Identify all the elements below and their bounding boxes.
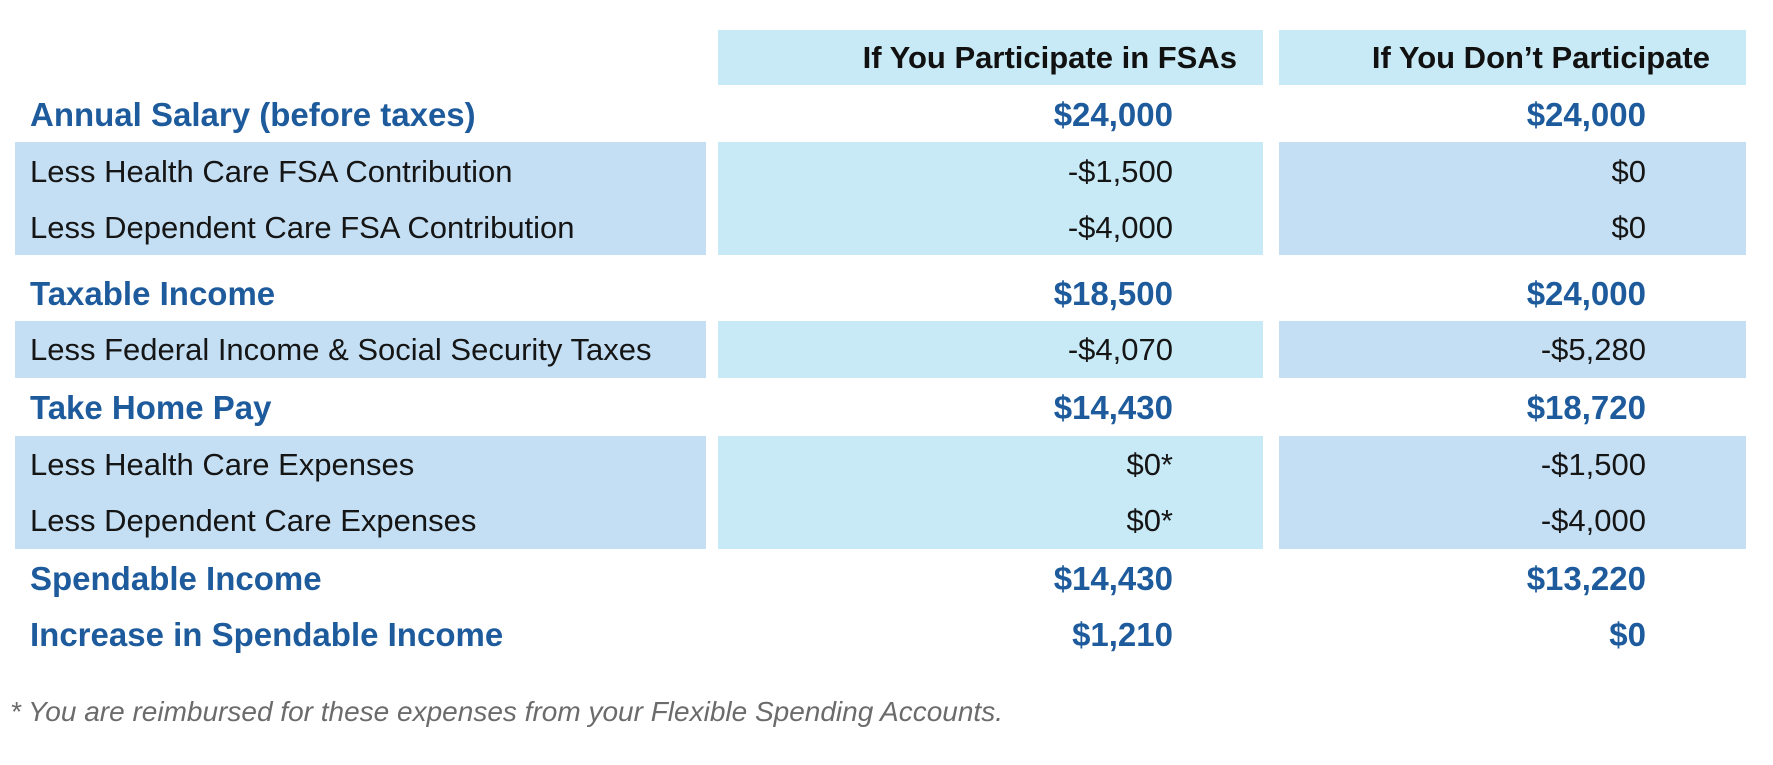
table-row-take-home-pay: Take Home Pay $14,430 $18,720 (0, 380, 1773, 436)
band-participate-segment (718, 436, 1263, 549)
band-dont-participate-segment (1279, 321, 1746, 378)
row-label: Increase in Spendable Income (30, 616, 504, 653)
table-row-spendable-income: Spendable Income $14,430 $13,220 (0, 551, 1773, 607)
table-row-dependent-care-expenses: Less Dependent Care Expenses $0* -$4,000 (0, 493, 1773, 549)
row-label: Less Federal Income & Social Security Ta… (30, 332, 652, 367)
table-row-health-care-expenses: Less Health Care Expenses $0* -$1,500 (0, 437, 1773, 493)
participate-value: $18,500 (1053, 275, 1173, 312)
band-label-segment (15, 142, 706, 255)
row-label: Taxable Income (30, 275, 276, 312)
participate-value: -$4,070 (1067, 332, 1173, 367)
dont-participate-value: $24,000 (1526, 96, 1646, 133)
row-label: Less Dependent Care FSA Contribution (30, 210, 575, 245)
participate-value: $14,430 (1053, 389, 1173, 426)
row-label: Less Health Care Expenses (30, 447, 415, 482)
table-row-annual-salary: Annual Salary (before taxes) $24,000 $24… (0, 87, 1773, 143)
table-row-taxable-income: Taxable Income $18,500 $24,000 (0, 266, 1773, 322)
table-row-dependent-care-fsa-contribution: Less Dependent Care FSA Contribution -$4… (0, 200, 1773, 256)
footnote: * You are reimbursed for these expenses … (10, 696, 1003, 727)
participate-value: $1,210 (1072, 616, 1173, 653)
row-label: Less Dependent Care Expenses (30, 503, 477, 538)
band-dont-participate-segment (1279, 436, 1746, 549)
band-participate-segment (718, 142, 1263, 255)
dont-participate-value: -$5,280 (1540, 332, 1646, 367)
row-label: Take Home Pay (30, 389, 272, 426)
column-header-dont-participate: If You Don’t Participate (1279, 30, 1746, 85)
column-header-participate: If You Participate in FSAs (718, 30, 1263, 85)
participate-value: $0* (1126, 503, 1173, 538)
dont-participate-value: -$4,000 (1540, 503, 1646, 538)
table-row-increase-in-spendable-income: Increase in Spendable Income $1,210 $0 (0, 607, 1773, 663)
participate-value: $0* (1126, 447, 1173, 482)
dont-participate-value: -$1,500 (1540, 447, 1646, 482)
dont-participate-value: $0 (1609, 616, 1646, 653)
band-label-segment (15, 321, 706, 378)
dont-participate-value: $24,000 (1526, 275, 1646, 312)
band-participate-segment (718, 321, 1263, 378)
row-label: Less Health Care FSA Contribution (30, 154, 513, 189)
row-label: Annual Salary (before taxes) (30, 96, 476, 133)
row-label: Spendable Income (30, 560, 322, 597)
dont-participate-value: $0 (1611, 154, 1646, 189)
dont-participate-value: $18,720 (1526, 389, 1646, 426)
participate-value: $24,000 (1053, 96, 1173, 133)
participate-value: -$1,500 (1067, 154, 1173, 189)
dont-participate-value: $0 (1611, 210, 1646, 245)
table-row-health-care-fsa-contribution: Less Health Care FSA Contribution -$1,50… (0, 144, 1773, 200)
band-dont-participate-segment (1279, 142, 1746, 255)
participate-value: -$4,000 (1067, 210, 1173, 245)
dont-participate-value: $13,220 (1526, 560, 1646, 597)
table-row-federal-income-social-security-taxes: Less Federal Income & Social Security Ta… (0, 322, 1773, 378)
participate-value: $14,430 (1053, 560, 1173, 597)
band-label-segment (15, 436, 706, 549)
